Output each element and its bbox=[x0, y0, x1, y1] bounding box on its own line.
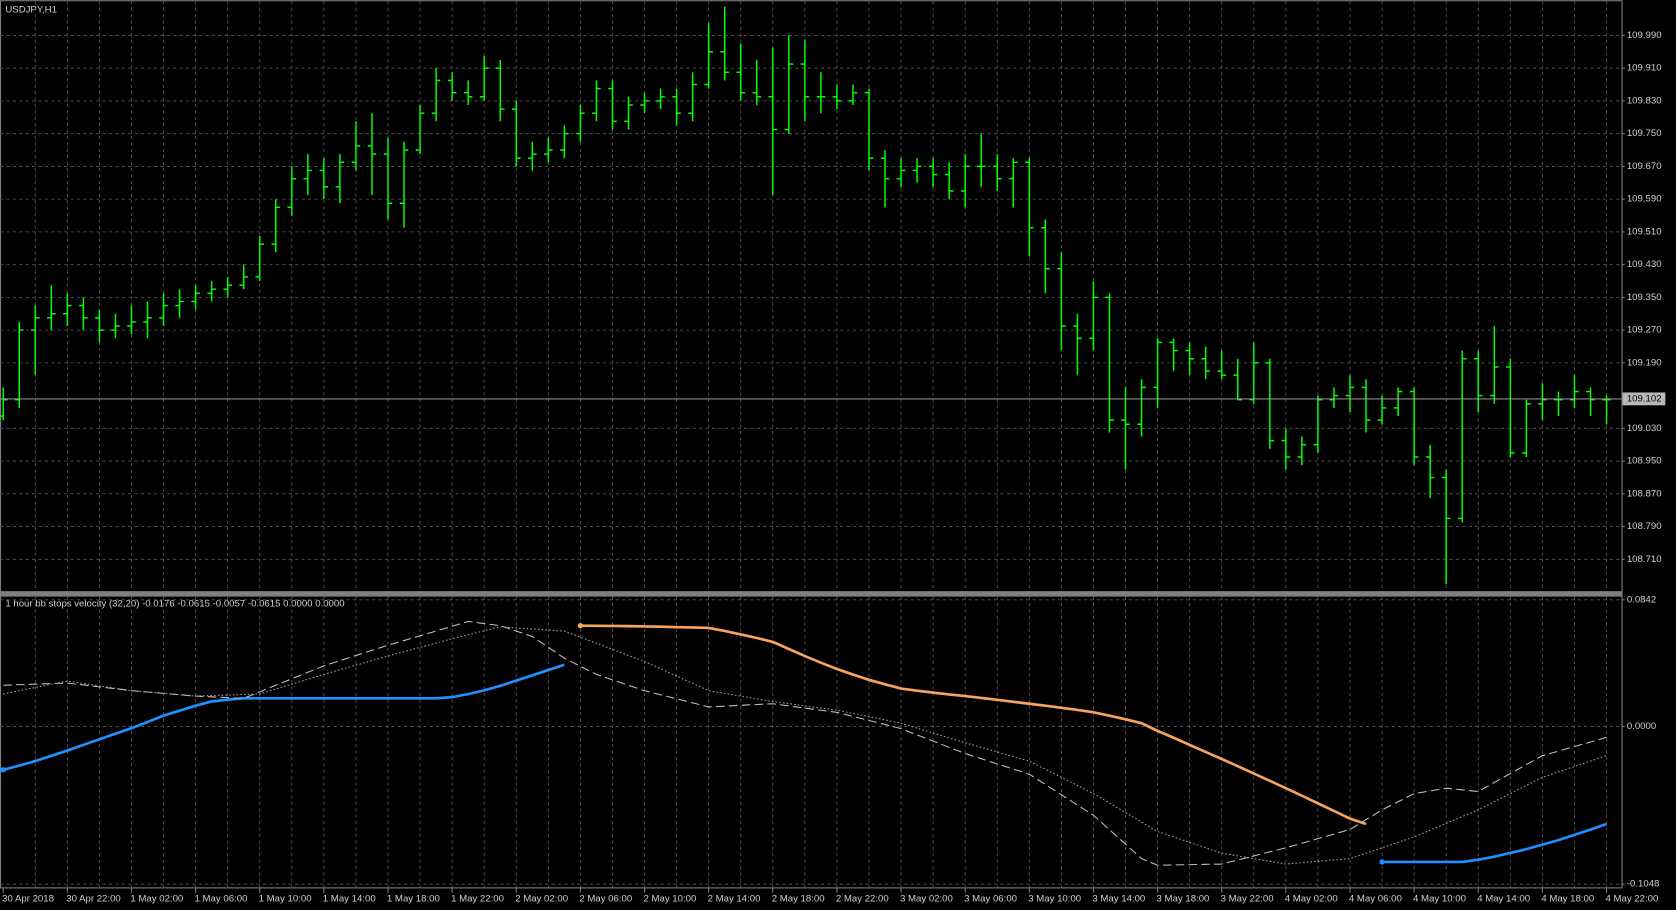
x-tick-label: 1 May 02:00 bbox=[130, 894, 183, 905]
y-tick-label: 109.510 bbox=[1627, 226, 1662, 237]
y-tick-label: 109.030 bbox=[1627, 423, 1662, 434]
x-tick-label: 2 May 02:00 bbox=[515, 894, 568, 905]
y-tick-label: -0.1048 bbox=[1627, 879, 1660, 890]
x-tick-label: 4 May 14:00 bbox=[1477, 894, 1530, 905]
x-tick-label: 3 May 14:00 bbox=[1092, 894, 1145, 905]
indicator-line bbox=[2, 663, 1607, 864]
y-tick-label: 108.950 bbox=[1627, 456, 1662, 467]
segment-start bbox=[1379, 859, 1385, 865]
x-tick-label: 2 May 22:00 bbox=[836, 894, 889, 905]
chart-title: USDJPY,H1 bbox=[5, 4, 57, 15]
y-tick-label: 108.870 bbox=[1627, 488, 1662, 499]
x-tick-label: 30 Apr 2018 bbox=[2, 894, 54, 905]
x-tick-label: 2 May 06:00 bbox=[579, 894, 632, 905]
y-tick-label: 109.270 bbox=[1627, 325, 1662, 336]
x-tick-label: 4 May 18:00 bbox=[1541, 894, 1594, 905]
y-tick-label: 109.190 bbox=[1627, 357, 1662, 368]
y-tick-label: 109.830 bbox=[1627, 95, 1662, 106]
x-tick-label: 2 May 10:00 bbox=[643, 894, 696, 905]
current-price-label: 109.102 bbox=[1627, 393, 1662, 404]
x-tick-label: 30 Apr 22:00 bbox=[66, 894, 121, 905]
x-tick-label: 4 May 10:00 bbox=[1413, 894, 1466, 905]
x-tick-label: 3 May 10:00 bbox=[1028, 894, 1081, 905]
y-tick-label: 109.430 bbox=[1627, 259, 1662, 270]
y-tick-label: 0.0842 bbox=[1627, 594, 1656, 605]
x-tick-label: 3 May 02:00 bbox=[900, 894, 953, 905]
x-tick-label: 2 May 14:00 bbox=[708, 894, 761, 905]
indicator-pane-frame bbox=[0, 595, 1623, 889]
y-tick-label: 109.670 bbox=[1627, 161, 1662, 172]
x-tick-label: 1 May 18:00 bbox=[387, 894, 440, 905]
indicator-line bbox=[580, 624, 1367, 826]
x-tick-label: 1 May 14:00 bbox=[323, 894, 376, 905]
x-tick-label: 4 May 22:00 bbox=[1605, 894, 1658, 905]
x-tick-label: 1 May 06:00 bbox=[195, 894, 248, 905]
x-tick-label: 2 May 18:00 bbox=[772, 894, 825, 905]
indicator-line bbox=[3, 620, 1607, 866]
y-tick-label: 109.350 bbox=[1627, 292, 1662, 303]
y-tick-label: 108.790 bbox=[1627, 521, 1662, 532]
y-tick-label: 0.0000 bbox=[1627, 721, 1656, 732]
y-tick-label: 108.710 bbox=[1627, 554, 1662, 565]
y-tick-label: 109.590 bbox=[1627, 194, 1662, 205]
y-tick-label: 109.910 bbox=[1627, 63, 1662, 74]
indicator-line bbox=[3, 626, 1607, 865]
indicator-title: 1 hour bb stops velocity (32,20) -0.0176… bbox=[5, 599, 344, 610]
x-tick-label: 1 May 10:00 bbox=[259, 894, 312, 905]
x-tick-label: 3 May 22:00 bbox=[1221, 894, 1274, 905]
pane-separator bbox=[0, 591, 1623, 596]
current-price-box bbox=[1622, 392, 1666, 406]
x-tick-label: 1 May 22:00 bbox=[451, 894, 504, 905]
x-tick-label: 3 May 18:00 bbox=[1157, 894, 1210, 905]
y-tick-label: 109.990 bbox=[1627, 30, 1662, 41]
x-tick-label: 4 May 06:00 bbox=[1349, 894, 1402, 905]
y-tick-label: 109.750 bbox=[1627, 128, 1662, 139]
x-tick-label: 4 May 02:00 bbox=[1285, 894, 1338, 905]
segment-start bbox=[0, 767, 6, 773]
x-tick-label: 3 May 06:00 bbox=[964, 894, 1017, 905]
segment-start bbox=[577, 622, 584, 629]
